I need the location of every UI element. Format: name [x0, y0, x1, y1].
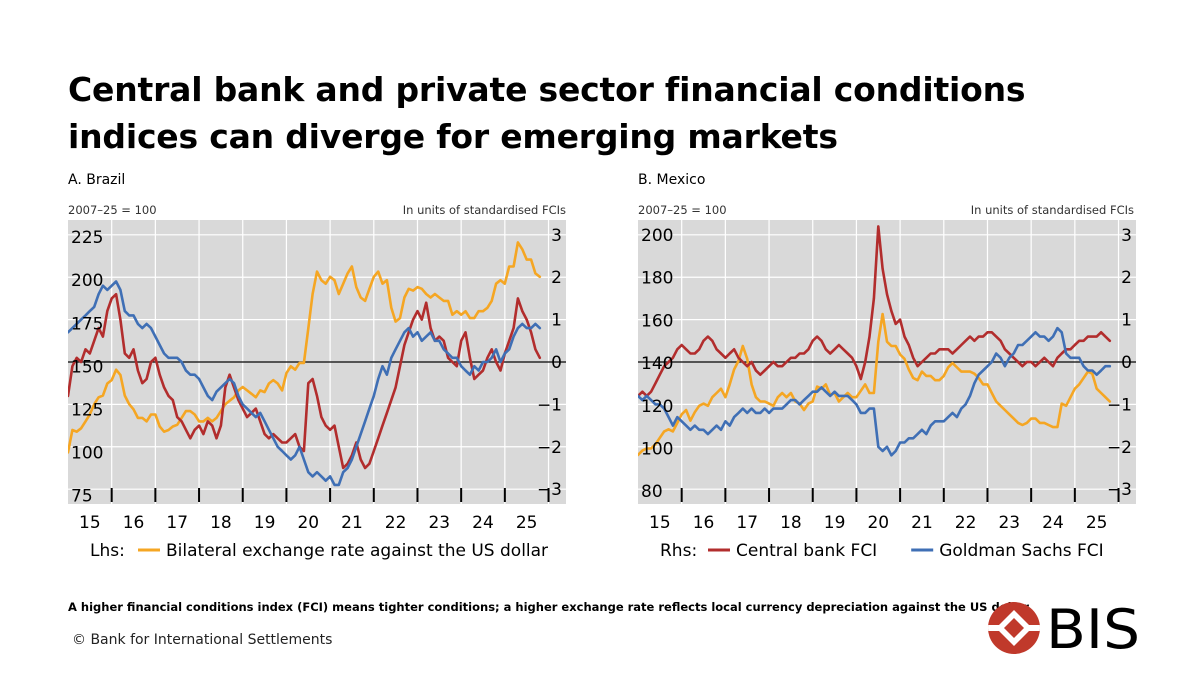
x-tick-label: 20 — [867, 513, 889, 533]
series-line-bilateral-exchange-rate-against-the-us-dollar — [68, 241, 542, 454]
x-tick-label: 15 — [649, 513, 671, 533]
x-tick-label: 15 — [79, 513, 101, 533]
x-tick-label: 23 — [998, 513, 1020, 533]
mexico-chart: 15 16 17 18 19 20 21 22 23 24 25801001201401601802… — [638, 220, 1136, 561]
y-right-tick-label: 1 — [551, 311, 562, 331]
page-title: Central bank and private sector financia… — [68, 70, 1026, 156]
y-left-tick-label: 175 — [71, 314, 103, 334]
y-left-tick-label: 75 — [71, 486, 93, 506]
y-left-tick-label: 80 — [641, 482, 663, 502]
y-left-tick-label: 100 — [641, 439, 673, 459]
legend-label: Bilateral exchange rate against the US d… — [166, 541, 548, 561]
bis-logo: BIS — [988, 602, 1140, 654]
series-line-central-bank-fci — [68, 292, 542, 470]
y-right-tick-label: 1 — [1121, 311, 1132, 331]
y-left-tick-label: 200 — [641, 226, 673, 246]
y-left-tick-label: 150 — [71, 357, 103, 377]
x-tick-label: 17 — [736, 513, 758, 533]
panel-a-title: A. Brazil — [68, 172, 126, 188]
y-left-tick-label: 120 — [641, 397, 673, 417]
x-tick-label: 18 — [210, 513, 232, 533]
y-right-tick-label: −2 — [1107, 438, 1132, 458]
bis-logo-text: BIS — [1046, 602, 1140, 654]
brazil-chart: 15 16 17 18 19 20 21 22 23 24 25751001251501752002… — [68, 220, 566, 561]
y-right-tick-label: −1 — [1107, 395, 1132, 415]
x-tick-label: 25 — [516, 513, 538, 533]
x-tick-label: 24 — [1042, 513, 1064, 533]
x-tick-label: 18 — [780, 513, 802, 533]
y-right-tick-label: 3 — [1121, 226, 1132, 246]
y-right-tick-label: 0 — [551, 353, 562, 373]
y-left-tick-label: 160 — [641, 311, 673, 331]
y-left-tick-label: 125 — [71, 400, 103, 420]
y-right-tick-label: −3 — [537, 480, 562, 500]
x-tick-label: 23 — [428, 513, 450, 533]
series-line-bilateral-exchange-rate-against-the-us-dollar — [638, 312, 1112, 457]
y-left-tick-label: 180 — [641, 269, 673, 289]
x-tick-label: 24 — [472, 513, 494, 533]
x-tick-label: 20 — [297, 513, 319, 533]
x-tick-label: 19 — [824, 513, 846, 533]
y-right-tick-label: 0 — [1121, 353, 1132, 373]
x-tick-label: 25 — [1086, 513, 1108, 533]
legend-label: Central bank FCI — [736, 541, 877, 561]
panel-b-title: B. Mexico — [638, 172, 706, 188]
panel-b-left-unit: 2007–25 = 100 — [638, 203, 727, 217]
series-line-goldman-sachs-fci — [638, 326, 1112, 457]
series-line-goldman-sachs-fci — [68, 280, 542, 487]
x-tick-label: 16 — [693, 513, 715, 533]
y-left-tick-label: 200 — [71, 271, 103, 291]
y-right-tick-label: 2 — [1121, 268, 1132, 288]
y-left-tick-label: 140 — [641, 354, 673, 374]
y-right-tick-label: −3 — [1107, 480, 1132, 500]
y-right-tick-label: −1 — [537, 395, 562, 415]
legend-prefix: Lhs: — [90, 541, 125, 561]
y-left-tick-label: 225 — [71, 228, 103, 248]
legend-label: Goldman Sachs FCI — [939, 541, 1103, 561]
y-right-tick-label: −2 — [537, 438, 562, 458]
x-tick-label: 21 — [911, 513, 933, 533]
x-tick-label: 19 — [254, 513, 276, 533]
panel-b-right-unit: In units of standardised FCIs — [970, 203, 1134, 217]
footnote: A higher financial conditions index (FCI… — [68, 600, 1032, 614]
y-right-tick-label: 3 — [551, 226, 562, 246]
x-tick-label: 22 — [385, 513, 407, 533]
x-tick-label: 17 — [166, 513, 188, 533]
x-tick-label: 22 — [955, 513, 977, 533]
y-left-tick-label: 100 — [71, 443, 103, 463]
legend-prefix: Rhs: — [660, 541, 697, 561]
panel-a-left-unit: 2007–25 = 100 — [68, 203, 157, 217]
x-tick-label: 16 — [123, 513, 145, 533]
y-right-tick-label: 2 — [551, 268, 562, 288]
bis-emblem-icon — [988, 602, 1040, 654]
panel-a-right-unit: In units of standardised FCIs — [402, 203, 566, 217]
x-tick-label: 21 — [341, 513, 363, 533]
copyright: © Bank for International Settlements — [72, 632, 333, 648]
series-line-central-bank-fci — [638, 225, 1112, 398]
